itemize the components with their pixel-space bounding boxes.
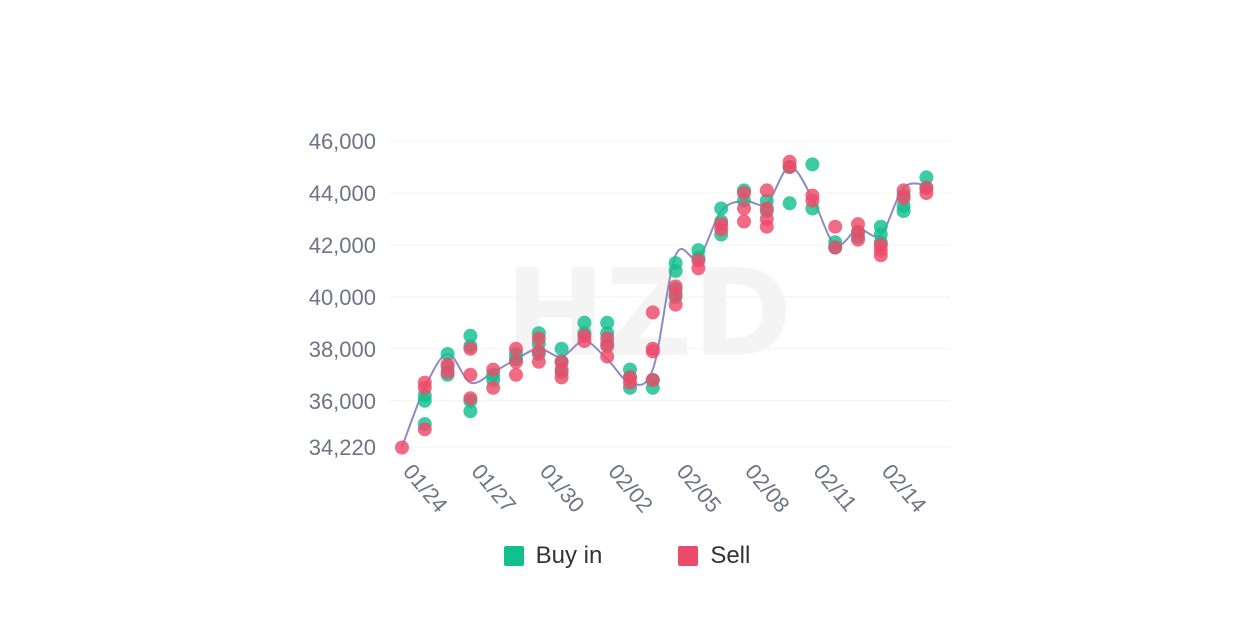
sell-point[interactable]: [531, 331, 546, 346]
y-tick-label: 34,220: [309, 435, 376, 460]
sell-point[interactable]: [828, 219, 843, 234]
sell-point[interactable]: [782, 160, 797, 174]
sell-point[interactable]: [463, 341, 478, 356]
x-tick-label: 02/11: [809, 459, 862, 516]
sell-point[interactable]: [668, 287, 683, 302]
sell-point[interactable]: [668, 297, 683, 312]
sell-point[interactable]: [737, 201, 751, 216]
x-tick-label: 02/02: [603, 459, 658, 517]
buy-in-point[interactable]: [714, 201, 729, 216]
sell-point[interactable]: [759, 219, 774, 234]
sell-point[interactable]: [759, 183, 774, 198]
sell-point[interactable]: [896, 191, 911, 206]
legend-swatch-sell: [678, 546, 699, 566]
sell-point[interactable]: [486, 380, 501, 395]
grid: [390, 140, 950, 448]
y-tick-label: 36,000: [309, 389, 376, 414]
buy-in-point[interactable]: [896, 204, 911, 219]
x-tick-label: 01/30: [535, 459, 590, 517]
x-tick-label: 01/27: [467, 459, 522, 517]
sell-point[interactable]: [645, 373, 660, 387]
sell-point[interactable]: [600, 339, 615, 354]
sell-point[interactable]: [463, 367, 478, 382]
x-tick-label: 02/05: [672, 459, 727, 517]
sell-point[interactable]: [737, 186, 751, 200]
sell-point[interactable]: [486, 362, 501, 377]
buy-in-point[interactable]: [600, 315, 615, 330]
legend-swatch-buy-in: [503, 546, 524, 566]
sell-point[interactable]: [691, 261, 706, 276]
sell-point[interactable]: [440, 365, 455, 380]
x-tick-label: 02/08: [740, 459, 795, 517]
y-tick-label: 42,000: [309, 233, 376, 258]
sell-point[interactable]: [509, 354, 523, 369]
sell-point[interactable]: [645, 344, 660, 359]
buy-in-point[interactable]: [577, 315, 592, 330]
buy-in-point[interactable]: [668, 263, 683, 278]
buy-in-point[interactable]: [463, 328, 478, 343]
sell-point[interactable]: [531, 354, 546, 369]
sell-series: [395, 154, 934, 455]
legend-label-sell: Sell: [710, 542, 751, 569]
sell-point[interactable]: [417, 380, 432, 395]
legend-item-sell[interactable]: Sell: [678, 542, 750, 570]
sell-point[interactable]: [531, 344, 546, 359]
buy-in-point[interactable]: [554, 341, 569, 356]
sell-point[interactable]: [463, 391, 478, 406]
sell-point[interactable]: [554, 370, 569, 385]
sell-point[interactable]: [919, 186, 934, 200]
sell-point[interactable]: [759, 201, 774, 216]
sell-point[interactable]: [509, 341, 523, 356]
sell-point[interactable]: [828, 240, 843, 255]
sell-point[interactable]: [417, 422, 432, 437]
trend-line: [401, 166, 927, 448]
sell-point[interactable]: [577, 334, 592, 348]
legend-label-buy-in: Buy in: [535, 542, 603, 569]
sell-point[interactable]: [509, 367, 523, 382]
y-tick-label: 38,000: [309, 337, 376, 362]
sell-point[interactable]: [714, 222, 729, 237]
sell-point[interactable]: [805, 193, 820, 208]
sell-point[interactable]: [645, 305, 660, 320]
buy-in-point[interactable]: [919, 170, 934, 185]
x-tick-label: 02/14: [877, 459, 932, 517]
legend-item-buy-in[interactable]: Buy in: [503, 542, 603, 570]
buy-in-point[interactable]: [463, 404, 478, 419]
y-axis: 34,220 36,000 38,000 40,000 42,000 44,000 46,0…: [309, 129, 376, 460]
y-tick-label: 46,000: [309, 129, 376, 154]
sell-point[interactable]: [600, 349, 615, 364]
x-tick-label: 01/24: [398, 459, 453, 517]
y-tick-label: 44,000: [309, 181, 376, 206]
sell-point[interactable]: [851, 232, 865, 247]
sell-point[interactable]: [873, 248, 888, 263]
buy-in-point[interactable]: [782, 196, 797, 211]
legend: Buy in Sell: [0, 538, 1254, 574]
y-tick-label: 40,000: [309, 285, 376, 310]
buy-in-point[interactable]: [805, 157, 820, 172]
sell-point[interactable]: [737, 214, 751, 229]
x-axis: 01/24 01/27 01/30 02/02 02/05 02/08 02/11 02/14: [398, 459, 931, 517]
buy-in-point[interactable]: [440, 347, 455, 361]
sell-point[interactable]: [623, 375, 637, 390]
sell-point[interactable]: [395, 440, 409, 455]
